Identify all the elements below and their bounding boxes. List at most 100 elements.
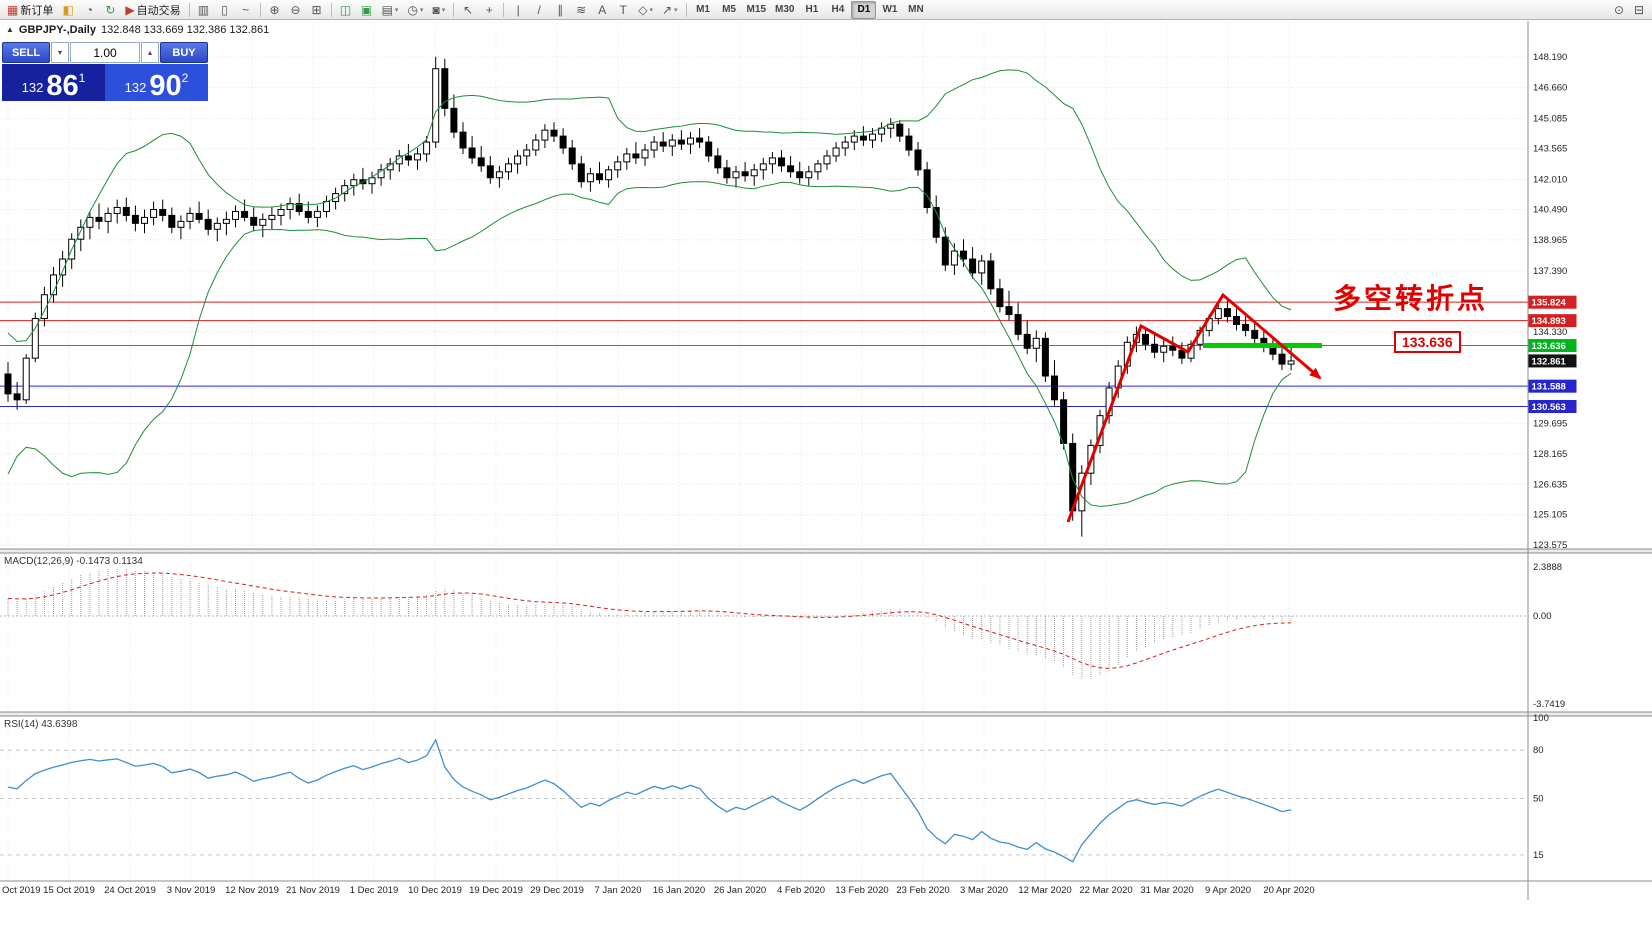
rsi-line (7, 738, 1292, 863)
candle (832, 147, 840, 157)
candle (432, 68, 440, 143)
candle (222, 218, 230, 224)
templates-icon-dropdown[interactable]: ▾ (394, 6, 399, 14)
buy-button[interactable]: BUY (160, 42, 208, 63)
text-icon-glyph: A (598, 2, 607, 17)
date-tick-label: 7 Jan 2020 (594, 885, 641, 896)
timeframe-m1-button[interactable]: M1 (696, 4, 710, 15)
bollinger-upper-band (7, 69, 1292, 343)
arrows-icon-dropdown[interactable]: ▾ (674, 6, 678, 14)
candle (887, 123, 895, 129)
autotrading-button[interactable]: ▶ 自动交易 (121, 1, 184, 19)
cascade-windows-icon[interactable]: ▣ (357, 1, 377, 19)
snapshot-icon-dropdown[interactable]: ▾ (441, 6, 446, 14)
sell-price-display[interactable]: 132 86 1 (2, 64, 105, 101)
channel-icon[interactable]: ∥ (550, 1, 570, 19)
candles-layer (4, 56, 1295, 537)
candle (714, 155, 722, 169)
candle (687, 137, 694, 145)
candle (313, 210, 321, 218)
depth-of-market-icon[interactable]: ⊟ (1633, 2, 1645, 17)
axis-tick-label: 145.085 (1533, 114, 1567, 125)
chart-title: ▲ GBPJPY-,Daily 132.848 133.669 132.386 … (6, 24, 269, 36)
shapes-icon[interactable]: ◇ ▾ (634, 1, 657, 19)
sell-button[interactable]: SELL (2, 42, 50, 63)
timeframe-m5-button[interactable]: M5 (722, 4, 736, 15)
refresh-icon[interactable]: ↻ (100, 1, 120, 19)
zoom-in-icon-glyph: ⊕ (269, 2, 280, 17)
arrows-icon[interactable]: ↗ ▾ (658, 1, 682, 19)
candle (1142, 333, 1149, 345)
date-tick-label: 21 Nov 2019 (286, 885, 340, 896)
templates-icon[interactable]: ▤ ▾ (378, 1, 403, 19)
date-tick-label: 24 Oct 2019 (104, 885, 156, 896)
candle (95, 216, 103, 222)
candle (559, 135, 567, 149)
grid-icon[interactable]: ⊞ (307, 1, 327, 19)
candle (705, 141, 713, 157)
axis-tick-label: 131.588 (1532, 382, 1566, 393)
snapshot-icon[interactable]: ◙ ▾ (428, 1, 449, 19)
vertical-line-icon[interactable]: | (508, 1, 528, 19)
candle (495, 171, 503, 179)
accounts-icon[interactable]: ◔ (79, 1, 99, 19)
candle (723, 167, 731, 179)
candle (996, 288, 1004, 308)
candlestick-chart-icon[interactable]: ▯ (215, 1, 235, 19)
candle (987, 260, 995, 290)
crosshair-icon[interactable]: + (479, 1, 499, 19)
candle (778, 157, 785, 167)
toolbar: ▦ 新订单 ◧ ◔ ↻ ▶ 自动交易 ▥ ▯ ~ ⊕ ⊖ ⊞ ◫ ▣ ▤ ▾ ◷ ▾ ◙ ▾ ↖ + | / ∥ ≋ A T ◇ ▾ ↗ ▾ M1… (0, 0, 1652, 20)
line-chart-icon-glyph: ~ (242, 2, 250, 17)
timeframe-m15-button[interactable]: M15 (746, 4, 766, 15)
timeframe-mn-button[interactable]: MN (908, 4, 924, 15)
fibonacci-icon[interactable]: ≋ (571, 1, 591, 19)
chart-objects-layer[interactable] (1066, 292, 1322, 523)
timeframe-h4-button[interactable]: H4 (831, 4, 845, 15)
volume-input[interactable] (70, 42, 140, 63)
line-chart-icon[interactable]: ~ (236, 1, 256, 19)
timeframe-h1-button[interactable]: H1 (805, 4, 819, 15)
volume-increase-button[interactable]: ▴ (141, 42, 159, 63)
text-icon[interactable]: A (592, 1, 612, 19)
label-icon[interactable]: T (613, 1, 633, 19)
period-icon-dropdown[interactable]: ▾ (419, 6, 424, 14)
candle (414, 153, 421, 161)
symbol-search-icon[interactable]: ⊙ (1613, 2, 1625, 17)
zoom-out-icon[interactable]: ⊖ (286, 1, 306, 19)
candle (1233, 316, 1240, 325)
price-callout-label[interactable]: 133.636 (1394, 331, 1461, 353)
zoom-in-icon[interactable]: ⊕ (265, 1, 285, 19)
candle (441, 68, 449, 109)
period-icon[interactable]: ◷ ▾ (403, 1, 427, 19)
turning-point-annotation[interactable]: 多空转折点 (1333, 283, 1489, 314)
candle (541, 129, 549, 141)
channel-icon-glyph: ∥ (557, 2, 564, 17)
candle (568, 147, 576, 165)
timeframe-w1-button[interactable]: W1 (882, 4, 898, 15)
date-tick-label: 29 Dec 2019 (530, 885, 584, 896)
timeframe-d1-button[interactable]: D1 (851, 0, 877, 19)
buy-price-display[interactable]: 132 90 2 (105, 64, 208, 101)
new-order-button[interactable]: ▦ 新订单 (3, 1, 57, 19)
shapes-icon-dropdown[interactable]: ▾ (649, 6, 653, 14)
gridlines-layer (0, 23, 1528, 880)
market-watch-icon[interactable]: ◧ (58, 1, 78, 19)
cursor-icon[interactable]: ↖ (458, 1, 478, 19)
volume-decrease-button[interactable]: ▾ (51, 42, 69, 63)
one-click-toggle-icon[interactable]: ▲ (6, 25, 14, 34)
vertical-line-icon-glyph: | (516, 2, 520, 17)
trendline-icon[interactable]: / (529, 1, 549, 19)
timeframe-m30-button[interactable]: M30 (774, 4, 795, 15)
candle (550, 129, 558, 137)
candle (1251, 329, 1259, 339)
axis-tick-label: 135.824 (1532, 298, 1567, 309)
candle (1023, 333, 1031, 349)
tile-windows-icon[interactable]: ◫ (336, 1, 356, 19)
bar-chart-icon[interactable]: ▥ (194, 1, 214, 19)
axis-tick-label: 138.965 (1533, 235, 1567, 246)
candle (923, 169, 931, 208)
candle (150, 208, 158, 218)
date-tick-label: Oct 2019 (2, 885, 41, 896)
